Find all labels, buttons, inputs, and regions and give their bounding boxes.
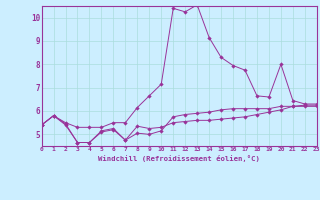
X-axis label: Windchill (Refroidissement éolien,°C): Windchill (Refroidissement éolien,°C) — [98, 155, 260, 162]
